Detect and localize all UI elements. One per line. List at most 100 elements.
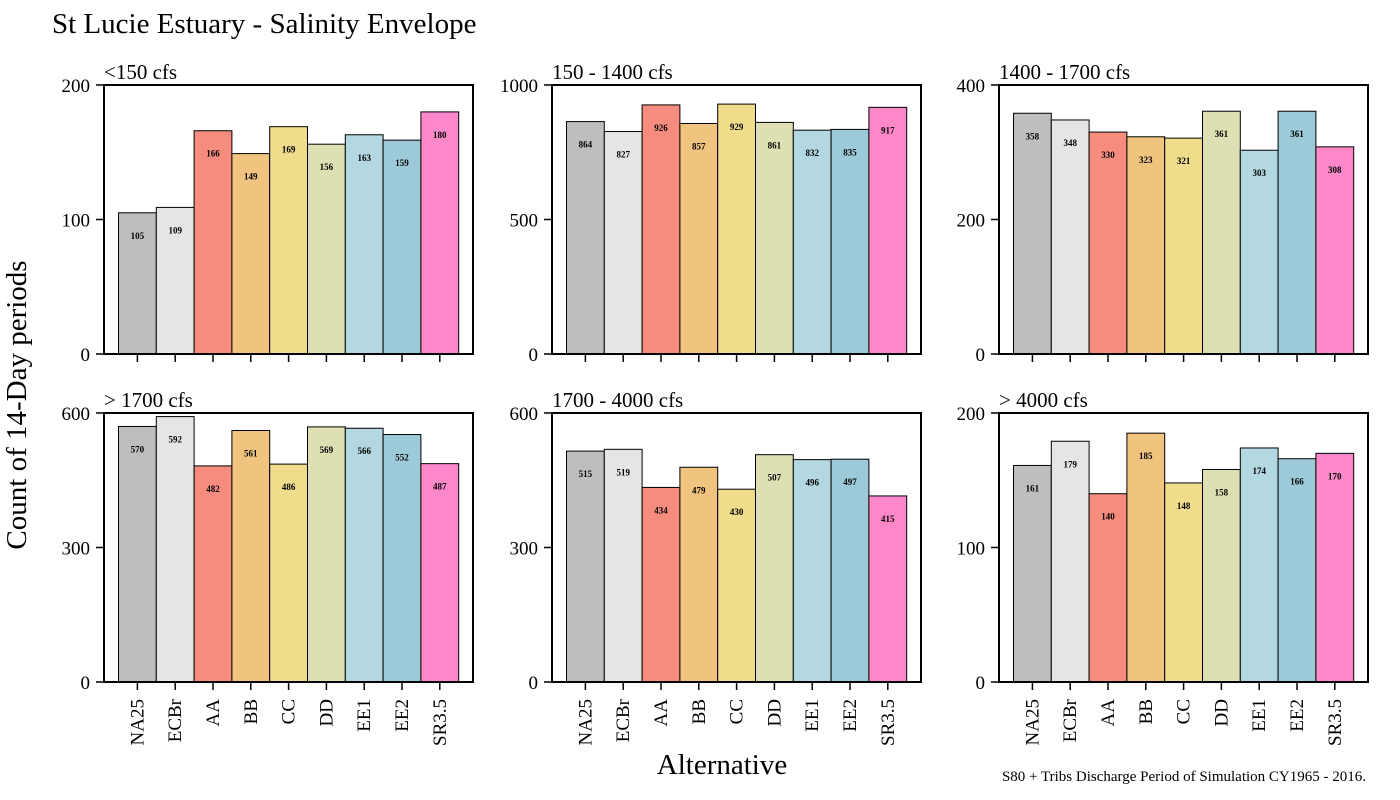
- bar-ECBr: [155, 206, 195, 355]
- bar-SR3.5: [1315, 146, 1355, 355]
- bar-NA25: [1013, 112, 1052, 355]
- x-tick-label: AA: [651, 699, 672, 727]
- x-tick-label: AA: [203, 699, 224, 727]
- bar-value-label: 415: [881, 514, 895, 524]
- x-tick-label: EE2: [392, 699, 413, 732]
- x-tick-label: EE1: [1249, 699, 1270, 732]
- bar-value-label: 497: [843, 477, 857, 487]
- y-tick-label: 0: [976, 345, 986, 366]
- bar-value-label: 166: [206, 149, 220, 159]
- bar-CC: [1164, 137, 1203, 355]
- bar-NA25: [566, 450, 605, 683]
- bar-NA25: [566, 121, 605, 355]
- bar-EE1: [344, 134, 384, 355]
- bar-ECBr: [1050, 119, 1090, 355]
- bar-DD: [307, 426, 346, 683]
- bar-EE1: [344, 427, 384, 683]
- bar-EE2: [1277, 458, 1317, 683]
- y-axis-label: Count of 14-Day periods: [1, 260, 33, 549]
- bar-value-label: 566: [357, 446, 371, 456]
- y-tick-label: 200: [957, 404, 986, 425]
- panel-4: > 1700 cfs 570 NA25 592 ECBr 482 AA 561 BB 486 CC 5…: [62, 388, 474, 746]
- plot-frame: [998, 412, 1369, 683]
- bar-value-label: 358: [1026, 131, 1040, 141]
- bar-value-label: 926: [654, 123, 668, 133]
- bar-value-label: 835: [843, 147, 857, 157]
- bar-value-label: 861: [768, 140, 782, 150]
- bar-value-label: 482: [206, 484, 220, 494]
- bar-value-label: 348: [1063, 138, 1077, 148]
- x-tick-label: CC: [727, 699, 748, 724]
- bar-SR3.5: [420, 111, 460, 355]
- bar-ECBr: [603, 448, 643, 683]
- bar-CC: [717, 103, 757, 355]
- bar-SR3.5: [420, 463, 460, 683]
- bar-NA25: [118, 425, 157, 683]
- bar-value-label: 570: [131, 444, 145, 454]
- bar-value-label: 303: [1252, 168, 1266, 178]
- plot-frame: [998, 84, 1369, 355]
- bar-CC: [717, 488, 757, 683]
- panel-3: 1400 - 1700 cfs 358 348 330 323 321 361 303 361 3…: [957, 60, 1369, 366]
- y-tick-label: 100: [957, 539, 986, 560]
- bar-value-label: 169: [282, 145, 296, 155]
- y-tick-label: 1000: [500, 76, 538, 97]
- bar-value-label: 515: [579, 469, 593, 479]
- bar-value-label: 105: [131, 231, 145, 241]
- bar-BB: [231, 429, 271, 683]
- x-tick-label: ECBr: [165, 698, 186, 742]
- x-tick-label: BB: [689, 699, 710, 724]
- bar-value-label: 321: [1177, 156, 1191, 166]
- x-tick-label: EE1: [354, 699, 375, 732]
- bar-value-label: 486: [282, 482, 296, 492]
- bar-value-label: 519: [616, 467, 630, 477]
- bar-value-label: 479: [692, 485, 706, 495]
- bar-EE1: [792, 459, 832, 683]
- bar-AA: [1088, 131, 1128, 355]
- bar-DD: [755, 454, 794, 683]
- bar-SR3.5: [1315, 452, 1355, 683]
- bar-BB: [1126, 432, 1166, 683]
- bar-EE2: [830, 128, 870, 355]
- bar-value-label: 857: [692, 141, 706, 151]
- bar-SR3.5: [868, 106, 908, 355]
- bar-EE2: [830, 458, 870, 683]
- panel-title: <150 cfs: [104, 60, 177, 84]
- bar-NA25: [118, 212, 157, 355]
- x-tick-label: ECBr: [613, 698, 634, 742]
- bar-EE2: [382, 434, 422, 683]
- bar-CC: [269, 463, 309, 683]
- x-tick-label: DD: [1211, 699, 1232, 726]
- panel-2: 150 - 1400 cfs 864 827 926 857 929 861 832 835 91…: [500, 60, 922, 366]
- plot-frame: [103, 412, 474, 683]
- x-tick-label: DD: [316, 699, 337, 726]
- bar-DD: [1202, 110, 1241, 355]
- bar-EE2: [1277, 110, 1317, 355]
- y-tick-label: 200: [957, 211, 986, 232]
- bar-value-label: 864: [579, 140, 593, 150]
- y-tick-label: 0: [976, 673, 986, 694]
- bar-value-label: 917: [881, 125, 895, 135]
- bar-value-label: 109: [168, 225, 182, 235]
- bar-value-label: 140: [1101, 512, 1115, 522]
- plot-frame: [551, 412, 922, 683]
- bar-BB: [679, 466, 719, 683]
- y-tick-label: 200: [62, 76, 91, 97]
- y-tick-label: 600: [510, 404, 539, 425]
- bar-value-label: 156: [320, 162, 334, 172]
- bar-BB: [231, 153, 271, 355]
- panel-6: > 4000 cfs 161 NA25 179 ECBr 140 AA 185 BB 148 CC 1…: [957, 388, 1369, 746]
- y-tick-label: 100: [62, 211, 91, 232]
- bar-value-label: 148: [1177, 501, 1191, 511]
- bar-value-label: 434: [654, 505, 668, 515]
- panel-title: 1700 - 4000 cfs: [552, 388, 683, 412]
- bar-BB: [679, 122, 719, 355]
- bar-value-label: 929: [730, 122, 744, 132]
- bar-AA: [641, 104, 681, 355]
- panels: <150 cfs 105 109 166 149 169 156 163 159 180 0 100 2…: [62, 60, 1369, 746]
- bar-value-label: 430: [730, 507, 744, 517]
- x-tick-label: DD: [764, 699, 785, 726]
- bar-SR3.5: [868, 495, 908, 683]
- bar-EE1: [1239, 149, 1279, 355]
